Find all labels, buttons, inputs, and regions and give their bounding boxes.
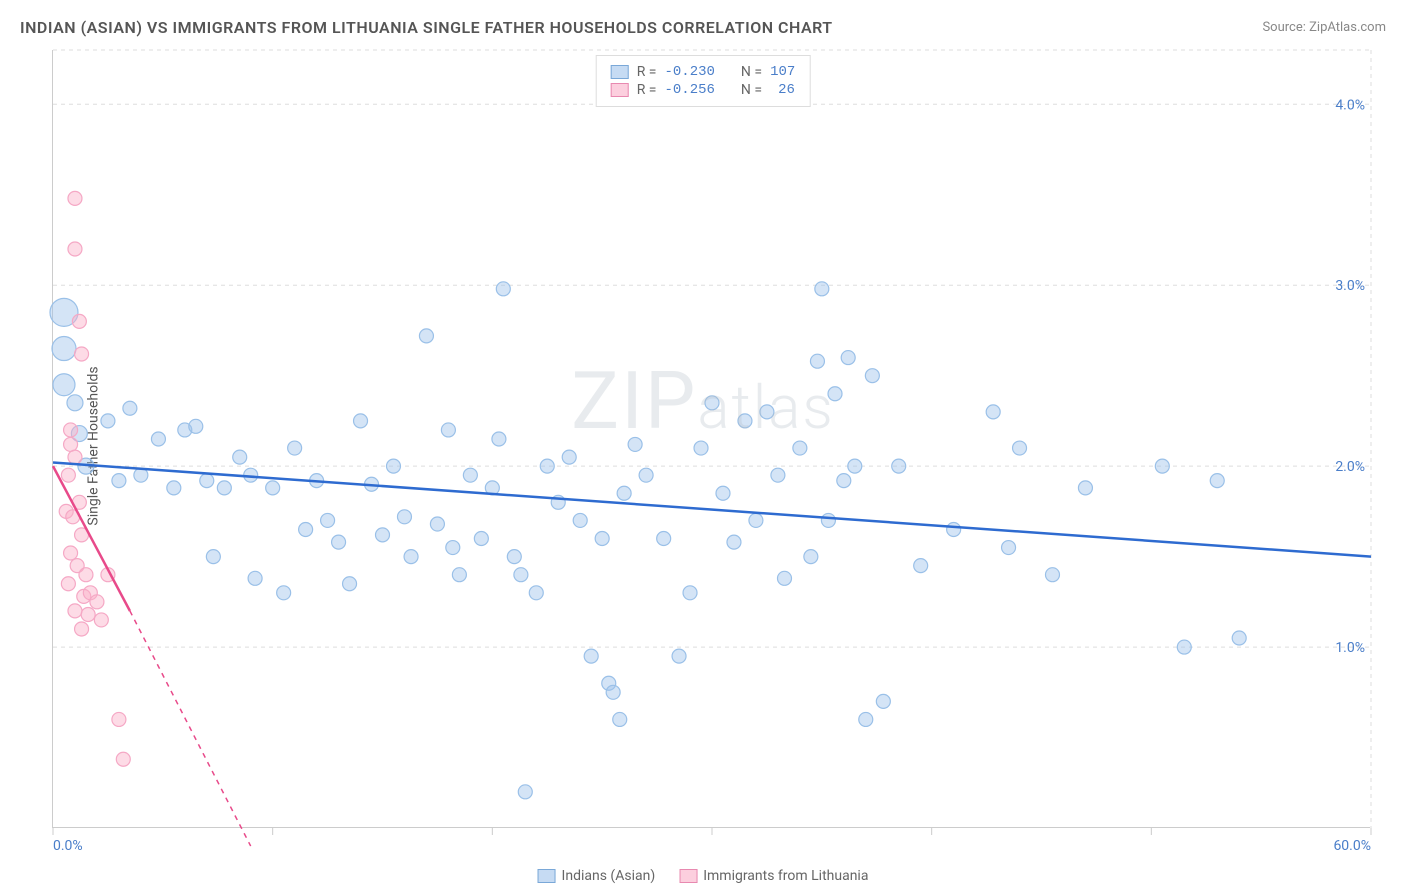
source-attribution: Source: ZipAtlas.com	[1262, 20, 1386, 35]
svg-text:2.0%: 2.0%	[1335, 459, 1365, 475]
legend-stats-row-1: R = -0.256 N = 26	[611, 82, 796, 98]
n-value-1: 26	[770, 82, 795, 98]
svg-text:1.0%: 1.0%	[1335, 640, 1365, 656]
svg-text:60.0%: 60.0%	[1333, 838, 1371, 854]
n-label: N =	[741, 64, 762, 80]
legend-swatch-pink	[611, 83, 629, 97]
legend-swatch-0	[538, 869, 556, 883]
source-label: Source:	[1262, 20, 1305, 35]
chart-title: INDIAN (ASIAN) VS IMMIGRANTS FROM LITHUA…	[20, 18, 833, 37]
svg-text:0.0%: 0.0%	[53, 838, 83, 854]
legend-stats-row-0: R = -0.230 N = 107	[611, 64, 796, 80]
legend-item-0: Indians (Asian)	[538, 868, 656, 884]
r-label: R =	[637, 82, 657, 98]
legend-series: Indians (Asian) Immigrants from Lithuani…	[538, 868, 869, 884]
legend-label-1: Immigrants from Lithuania	[703, 868, 868, 884]
n-value-0: 107	[770, 64, 795, 80]
r-label: R =	[637, 64, 657, 80]
legend-item-1: Immigrants from Lithuania	[679, 868, 868, 884]
legend-statistics: R = -0.230 N = 107 R = -0.256 N = 26	[596, 55, 811, 107]
legend-swatch-1	[679, 869, 697, 883]
r-value-1: -0.256	[665, 82, 715, 98]
scatter-svg: 1.0%2.0%3.0%4.0%0.0%60.0%	[53, 50, 1371, 828]
n-label: N =	[741, 82, 762, 98]
svg-text:4.0%: 4.0%	[1335, 97, 1365, 113]
source-value: ZipAtlas.com	[1309, 20, 1386, 35]
legend-label-0: Indians (Asian)	[562, 868, 656, 884]
svg-text:3.0%: 3.0%	[1335, 278, 1365, 294]
legend-swatch-blue	[611, 65, 629, 79]
plot-area: 1.0%2.0%3.0%4.0%0.0%60.0%	[52, 50, 1370, 828]
r-value-0: -0.230	[665, 64, 715, 80]
